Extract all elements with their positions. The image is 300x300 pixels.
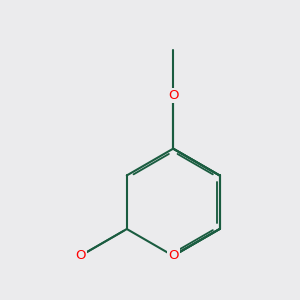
Text: O: O — [75, 249, 86, 262]
Text: O: O — [168, 249, 178, 262]
Text: O: O — [168, 88, 178, 102]
